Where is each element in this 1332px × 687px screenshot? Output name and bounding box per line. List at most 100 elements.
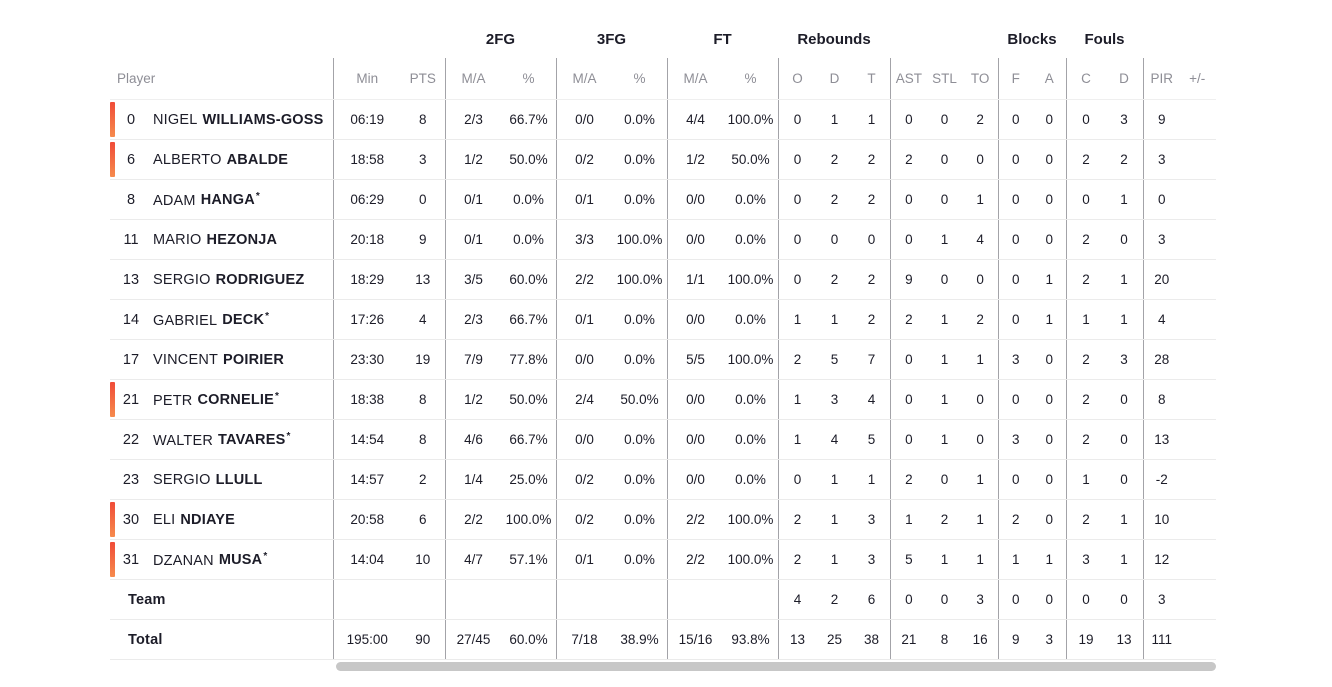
rebounds-cell: 1 3 4 [778, 380, 890, 419]
group-header-ft: FT [713, 30, 732, 48]
group-header-rebounds: Rebounds [797, 30, 871, 48]
player-cell[interactable]: 13 SERGIO RODRIGUEZ [110, 260, 333, 299]
table-row: 23 SERGIO LLULL 14:57 2 1/4 25.0% 0/2 0.0… [110, 460, 1216, 500]
group-spacer [110, 20, 333, 58]
minutes: 14:54 [350, 432, 385, 447]
ft-made-attempted: 4/4 [686, 112, 705, 127]
fg3-made-attempted: 2/2 [575, 272, 594, 287]
player-name: SERGIO LLULL [153, 472, 263, 488]
ft-percentage: 0.0% [735, 312, 766, 327]
fg3-percentage: 100.0% [616, 272, 663, 287]
rebounds-cell: 0 1 1 [778, 100, 890, 139]
player-cell[interactable]: 6 ALBERTO ABALDE [110, 140, 333, 179]
fg2-made-attempted: 3/5 [464, 272, 483, 287]
ft-cell: 4/4 100.0% [667, 100, 778, 139]
player-name: ALBERTO ABALDE [153, 152, 288, 168]
column-header-blk-a: A [1044, 71, 1054, 86]
pir-plusminus-cell: 3 [1143, 140, 1215, 179]
pir-plusminus-cell: 28 [1143, 340, 1215, 379]
rebounds-total: 2 [867, 192, 876, 207]
ft-cell: 0/0 0.0% [667, 300, 778, 339]
jersey-number: 6 [126, 151, 136, 168]
player-cell[interactable]: 30 ELI NDIAYE [110, 500, 333, 539]
rebounds-total: 3 [867, 552, 876, 567]
blocks-cell: 1 1 [998, 540, 1066, 579]
player-cell[interactable]: 31 DZANAN MUSA* [110, 540, 333, 579]
blocks-favor: 0 [1011, 472, 1020, 487]
turnovers: 1 [976, 512, 984, 527]
jersey-number: 30 [122, 511, 140, 528]
boxscore-table: 2FG 3FG FT Rebounds Blocks Fouls Player … [110, 20, 1216, 671]
rebounds-cell: 4 2 6 [778, 580, 890, 619]
blocks-cell: 0 0 [998, 100, 1066, 139]
blocks-cell: 0 0 [998, 580, 1066, 619]
table-body: 0 NIGEL WILLIAMS-GOSS 06:19 8 2/3 66.7% 0… [110, 100, 1216, 660]
fg2-percentage: 57.1% [509, 552, 548, 567]
jersey-number: 21 [122, 391, 140, 408]
rebounds-total: 4 [867, 392, 876, 407]
blocks-favor: 0 [1011, 312, 1020, 327]
ft-made-attempted: 0/0 [686, 312, 705, 327]
player-cell[interactable]: 8 ADAM HANGA* [110, 180, 333, 219]
rebounds-cell: 0 2 2 [778, 140, 890, 179]
fouls-drawn: 2 [1120, 152, 1128, 167]
points: 4 [419, 312, 427, 327]
horizontal-scrollbar[interactable] [336, 662, 1216, 671]
player-last-name: ABALDE [226, 151, 289, 168]
rebounds-offensive: 1 [793, 392, 802, 407]
player-cell[interactable]: 23 SERGIO LLULL [110, 460, 333, 499]
column-header-pts: PTS [409, 71, 436, 86]
fg3-percentage: 38.9% [620, 632, 659, 647]
fouls-cell: 2 0 [1066, 380, 1143, 419]
player-cell[interactable]: 17 VINCENT POIRIER [110, 340, 333, 379]
rebounds-cell: 2 5 7 [778, 340, 890, 379]
player-cell[interactable]: 11 MARIO HEZONJA [110, 220, 333, 259]
rebounds-total: 2 [867, 272, 876, 287]
table-row: 21 PETR CORNELIE* 18:38 8 1/2 50.0% 2/4 5… [110, 380, 1216, 420]
rebounds-total: 2 [867, 312, 876, 327]
fg3-made-attempted: 2/4 [575, 392, 594, 407]
player-cell[interactable]: Total [110, 620, 333, 659]
turnovers: 1 [976, 352, 984, 367]
rebounds-offensive: 0 [793, 272, 802, 287]
player-last-name: POIRIER [223, 351, 285, 368]
starter-asterisk: * [265, 310, 270, 322]
fg2-percentage: 66.7% [509, 112, 548, 127]
blocks-against: 0 [1045, 592, 1053, 607]
min-pts-cell: 17:26 4 [333, 300, 445, 339]
ast-stl-to-cell: 0 1 4 [890, 220, 998, 259]
ast-stl-to-cell: 0 0 1 [890, 180, 998, 219]
fg2-percentage: 60.0% [509, 272, 548, 287]
fouls-cell: 2 0 [1066, 220, 1143, 259]
fg2-cell: 2/3 66.7% [445, 100, 556, 139]
player-cell[interactable]: 22 WALTER TAVARES* [110, 420, 333, 459]
fg2-made-attempted: 0/1 [464, 192, 483, 207]
fg3-made-attempted: 0/2 [575, 472, 594, 487]
ft-cell: 1/1 100.0% [667, 260, 778, 299]
fg3-made-attempted: 0/1 [575, 552, 594, 567]
minutes: 18:29 [350, 272, 385, 287]
player-name: ADAM HANGA* [153, 191, 260, 209]
player-cell[interactable]: 14 GABRIEL DECK* [110, 300, 333, 339]
ft-percentage: 0.0% [735, 432, 766, 447]
rebounds-offensive: 1 [793, 312, 802, 327]
minutes: 06:19 [350, 112, 385, 127]
steals: 0 [940, 112, 949, 127]
turnovers: 4 [976, 232, 984, 247]
player-cell[interactable]: Team [110, 580, 333, 619]
fouls-drawn: 0 [1120, 432, 1128, 447]
min-pts-cell: 18:58 3 [333, 140, 445, 179]
fg3-percentage: 0.0% [624, 472, 655, 487]
player-cell[interactable]: 0 NIGEL WILLIAMS-GOSS [110, 100, 333, 139]
steals: 8 [940, 632, 949, 647]
column-header-min: Min [356, 71, 379, 86]
player-cell[interactable]: 21 PETR CORNELIE* [110, 380, 333, 419]
player-first-name: GABRIEL [153, 312, 218, 329]
fg3-cell: 0/2 0.0% [556, 500, 667, 539]
turnovers: 2 [976, 312, 984, 327]
table-row: Total 195:00 90 27/45 60.0% 7/18 38.9% 1… [110, 620, 1216, 660]
player-name: MARIO HEZONJA [153, 232, 277, 248]
ft-cell: 0/0 0.0% [667, 460, 778, 499]
ft-percentage: 50.0% [731, 152, 770, 167]
pir-value: 20 [1154, 272, 1170, 287]
